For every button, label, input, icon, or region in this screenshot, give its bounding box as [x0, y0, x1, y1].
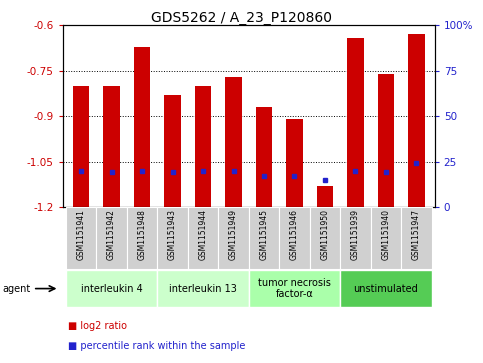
Text: GSM1151947: GSM1151947	[412, 209, 421, 260]
Text: GSM1151939: GSM1151939	[351, 209, 360, 260]
Text: interleukin 4: interleukin 4	[81, 284, 142, 294]
Bar	[256, 107, 272, 207]
Text: GSM1151943: GSM1151943	[168, 209, 177, 260]
Bar	[401, 207, 432, 269]
Text: GSM1151948: GSM1151948	[138, 209, 146, 260]
Bar	[103, 86, 120, 207]
Text: GSM1151942: GSM1151942	[107, 209, 116, 260]
Bar	[249, 270, 340, 307]
Bar	[249, 207, 279, 269]
Bar	[218, 207, 249, 269]
Bar	[66, 270, 157, 307]
Bar	[286, 119, 303, 207]
Bar	[225, 77, 242, 207]
Text: ■ percentile rank within the sample: ■ percentile rank within the sample	[68, 341, 245, 351]
Bar	[408, 34, 425, 207]
Bar	[195, 86, 212, 207]
Text: GSM1151944: GSM1151944	[199, 209, 208, 260]
Text: GDS5262 / A_23_P120860: GDS5262 / A_23_P120860	[151, 11, 332, 25]
Bar	[347, 37, 364, 207]
Bar	[66, 207, 96, 269]
Text: GSM1151949: GSM1151949	[229, 209, 238, 260]
Bar	[340, 207, 370, 269]
Bar	[164, 95, 181, 207]
Bar	[310, 207, 340, 269]
Bar	[340, 270, 432, 307]
Bar	[316, 186, 333, 207]
Text: unstimulated: unstimulated	[354, 284, 418, 294]
Bar	[127, 207, 157, 269]
Text: GSM1151941: GSM1151941	[77, 209, 85, 260]
Bar	[96, 207, 127, 269]
Bar	[370, 207, 401, 269]
Bar	[157, 270, 249, 307]
Text: GSM1151950: GSM1151950	[320, 209, 329, 260]
Text: ■ log2 ratio: ■ log2 ratio	[68, 321, 127, 331]
Text: interleukin 13: interleukin 13	[169, 284, 237, 294]
Bar	[188, 207, 218, 269]
Text: GSM1151940: GSM1151940	[382, 209, 390, 260]
Text: GSM1151946: GSM1151946	[290, 209, 299, 260]
Bar	[134, 46, 150, 207]
Text: tumor necrosis
factor-α: tumor necrosis factor-α	[258, 278, 331, 299]
Text: agent: agent	[2, 284, 30, 294]
Text: GSM1151945: GSM1151945	[259, 209, 269, 260]
Bar	[378, 74, 394, 207]
Bar	[279, 207, 310, 269]
Bar	[73, 86, 89, 207]
Bar	[157, 207, 188, 269]
